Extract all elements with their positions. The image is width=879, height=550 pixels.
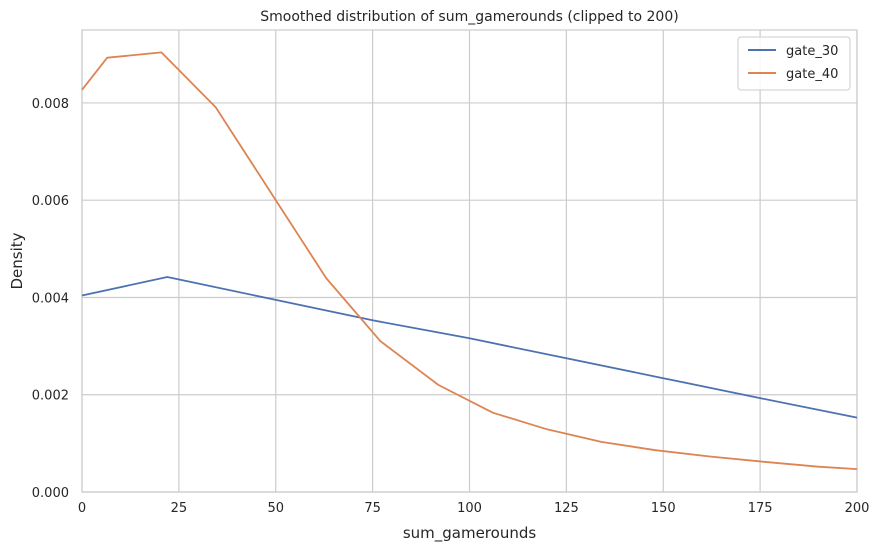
y-tick-label: 0.004 [32,291,69,306]
y-tick-label: 0.002 [32,389,69,404]
chart-title: Smoothed distribution of sum_gamerounds … [260,9,678,25]
x-tick-label: 25 [171,501,188,516]
x-tick-label: 200 [845,501,870,516]
y-axis-label: Density [8,232,26,289]
x-tick-label: 100 [457,501,482,516]
plot-frame [81,29,858,493]
series-line-gate-30 [81,276,858,419]
x-tick-labels: 0 25 50 75 100 125 150 175 200 [78,501,870,516]
x-axis-label: sum_gamerounds [403,524,537,543]
y-tick-label: 0.000 [32,486,69,501]
y-tick-label: 0.008 [32,97,69,112]
x-tick-label: 175 [748,501,773,516]
series-layer [81,51,858,470]
x-tick-label: 150 [651,501,676,516]
legend: gate_30 gate_40 [737,36,851,91]
legend-label-gate-40: gate_40 [786,67,838,82]
x-tick-label: 0 [78,501,86,516]
legend-label-gate-30: gate_30 [786,44,838,59]
series-line-gate-40 [81,51,858,470]
x-tick-label: 125 [554,501,579,516]
x-tick-label: 50 [267,501,284,516]
x-tick-label: 75 [364,501,381,516]
y-tick-labels: 0.000 0.002 0.004 0.006 0.008 [32,97,69,501]
y-tick-label: 0.006 [32,194,69,209]
